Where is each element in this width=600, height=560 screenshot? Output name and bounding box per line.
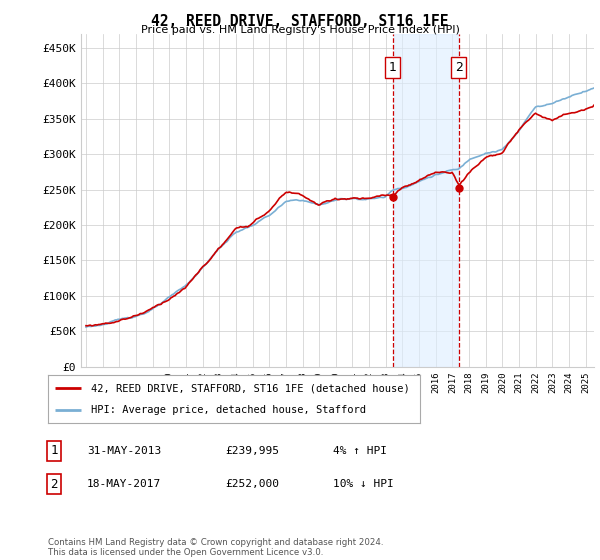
Text: 2: 2 — [455, 61, 463, 74]
Text: 1: 1 — [50, 444, 58, 458]
Text: 42, REED DRIVE, STAFFORD, ST16 1FE (detached house): 42, REED DRIVE, STAFFORD, ST16 1FE (deta… — [91, 383, 410, 393]
Text: Contains HM Land Registry data © Crown copyright and database right 2024.
This d: Contains HM Land Registry data © Crown c… — [48, 538, 383, 557]
Text: £239,995: £239,995 — [225, 446, 279, 456]
Text: 1: 1 — [389, 61, 397, 74]
Text: HPI: Average price, detached house, Stafford: HPI: Average price, detached house, Staf… — [91, 405, 366, 415]
Text: £252,000: £252,000 — [225, 479, 279, 489]
Text: 42, REED DRIVE, STAFFORD, ST16 1FE: 42, REED DRIVE, STAFFORD, ST16 1FE — [151, 14, 449, 29]
Text: Price paid vs. HM Land Registry's House Price Index (HPI): Price paid vs. HM Land Registry's House … — [140, 25, 460, 35]
Text: 10% ↓ HPI: 10% ↓ HPI — [333, 479, 394, 489]
Text: 31-MAY-2013: 31-MAY-2013 — [87, 446, 161, 456]
Text: 4% ↑ HPI: 4% ↑ HPI — [333, 446, 387, 456]
Text: 18-MAY-2017: 18-MAY-2017 — [87, 479, 161, 489]
Text: 2: 2 — [50, 478, 58, 491]
